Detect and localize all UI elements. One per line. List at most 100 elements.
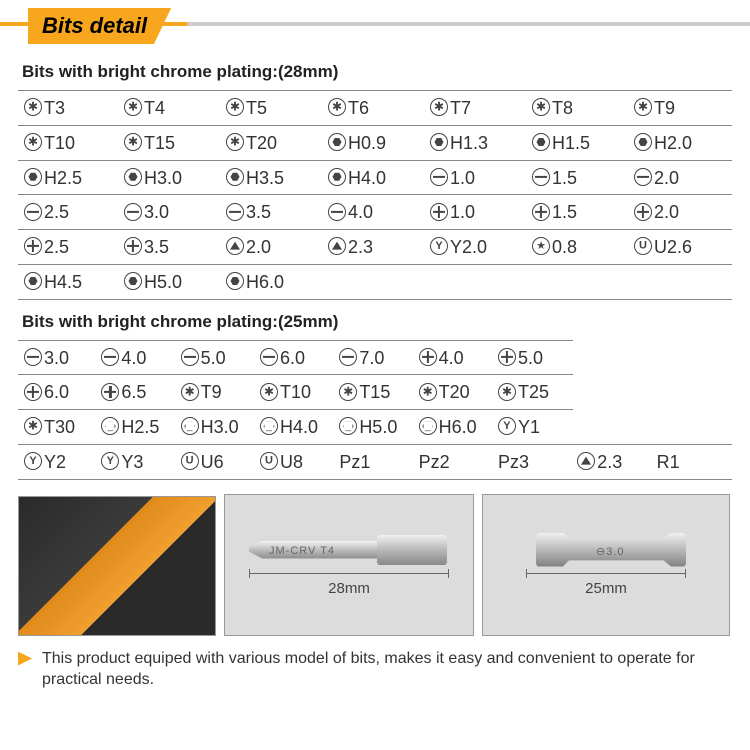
bit-cell [630,264,732,299]
torx-star-icon [339,383,357,401]
bit-cell: 5.0 [177,340,256,375]
torx-star-icon [498,383,516,401]
bit-cell: 5.0 [494,340,573,375]
bit-cell [324,264,426,299]
bit-cell: 1.0 [426,160,528,195]
hex-filled-icon [124,168,142,186]
phillips-icon [101,383,119,401]
table-row: T10T15T20H0.9H1.3H1.5H2.0 [18,125,732,160]
bit-cell: 3.0 [120,195,222,230]
bit-label: Pz3 [498,452,529,472]
bit-label: U6 [201,452,224,472]
bit-cell: 1.5 [528,195,630,230]
bit-cell: H6.0 [415,410,494,445]
y-triwing-icon [430,237,448,255]
bit25-engraving: ⊖3.0 [596,545,625,558]
bit-cell: T20 [415,375,494,410]
hex-filled-icon [124,272,142,290]
bit-label: 2.0 [654,202,679,222]
torx-star-icon [226,98,244,116]
bit-cell: 2.5 [18,195,120,230]
bit-cell: 6.5 [97,375,176,410]
bit-label: 3.5 [144,237,169,257]
bit-cell: 4.0 [97,340,176,375]
bit-cell: H1.3 [426,125,528,160]
bit-label: T15 [144,133,175,153]
hex-filled-icon [328,168,346,186]
bit-label: T9 [201,382,222,402]
bit-cell: 2.5 [18,230,120,265]
bit-label: 1.0 [450,202,475,222]
bit-cell: Y1 [494,410,573,445]
bit-cell: H3.0 [120,160,222,195]
bit-label: H6.0 [246,272,284,292]
bit-label: 3.0 [44,347,69,367]
bit-label: H2.0 [654,133,692,153]
bit-cell: T10 [256,375,335,410]
bit-label: 2.5 [44,237,69,257]
torx-star-icon [181,383,199,401]
bit-cell: 2.3 [324,230,426,265]
bit-cell: T5 [222,91,324,126]
triangle-icon [577,452,595,470]
torx-star-icon [124,133,142,151]
bit-label: U8 [280,452,303,472]
hex-filled-icon [328,133,346,151]
slotted-icon [260,348,278,366]
bit-25mm-diagram: ⊖3.0 25mm [482,494,730,636]
torx-star-icon [124,98,142,116]
bit-label: H0.9 [348,133,386,153]
u-spanner-icon [634,237,652,255]
photo-row: JM-CRV T4 28mm ⊖3.0 25mm [0,480,750,640]
slotted-icon [124,203,142,221]
bit-label: U2.6 [654,237,692,257]
hex-filled-icon [24,272,42,290]
bit-label: 2.0 [654,167,679,187]
y-triwing-icon [24,452,42,470]
bit-cell: H4.5 [18,264,120,299]
torx-star-icon [328,98,346,116]
bit-cell: 4.0 [415,340,494,375]
u-spanner-icon [260,452,278,470]
bit-label: Y2 [44,452,66,472]
bit-label: H3.5 [246,167,284,187]
bit-cell: T25 [494,375,573,410]
table-row: T3T4T5T6T7T8T9 [18,91,732,126]
bit-cell: H1.5 [528,125,630,160]
section2-title: Bits with bright chrome plating:(25mm) [0,300,750,340]
bit-label: T4 [144,98,165,118]
bit-label: H4.0 [280,417,318,437]
bit-label: 6.5 [121,382,146,402]
torx-star-icon [24,98,42,116]
bit-cell: T10 [18,125,120,160]
torx-star-icon [24,417,42,435]
bit-cell: H3.0 [177,410,256,445]
bit-cell: 3.5 [120,230,222,265]
bit-label: T5 [246,98,267,118]
slotted-icon [532,168,550,186]
bit-cell: T6 [324,91,426,126]
bit-label: 4.0 [348,202,373,222]
torx-star-icon [634,98,652,116]
bit-cell: 3.5 [222,195,324,230]
bit-label: T3 [44,98,65,118]
table-row: 2.53.0 3.5 4.0 1.0 1.5 2.0 [18,195,732,230]
torx-star-icon [430,98,448,116]
hex-filled-icon [634,133,652,151]
bit-label: H3.0 [144,167,182,187]
bit-label: T10 [280,382,311,402]
slotted-icon [339,348,357,366]
bit-label: 6.0 [280,347,305,367]
bit-label: 3.5 [246,202,271,222]
bit-cell: Pz2 [415,444,494,479]
pentalobe-star-icon [532,237,550,255]
torx-star-icon [419,383,437,401]
triangle-icon [226,237,244,255]
bit-label: 1.5 [552,167,577,187]
slotted-icon [226,203,244,221]
bit-label: H2.5 [44,167,82,187]
bit-label: H5.0 [359,417,397,437]
bit-cell: 2.0 [630,160,732,195]
bit-cell: Pz1 [335,444,414,479]
bit-cell: T9 [177,375,256,410]
